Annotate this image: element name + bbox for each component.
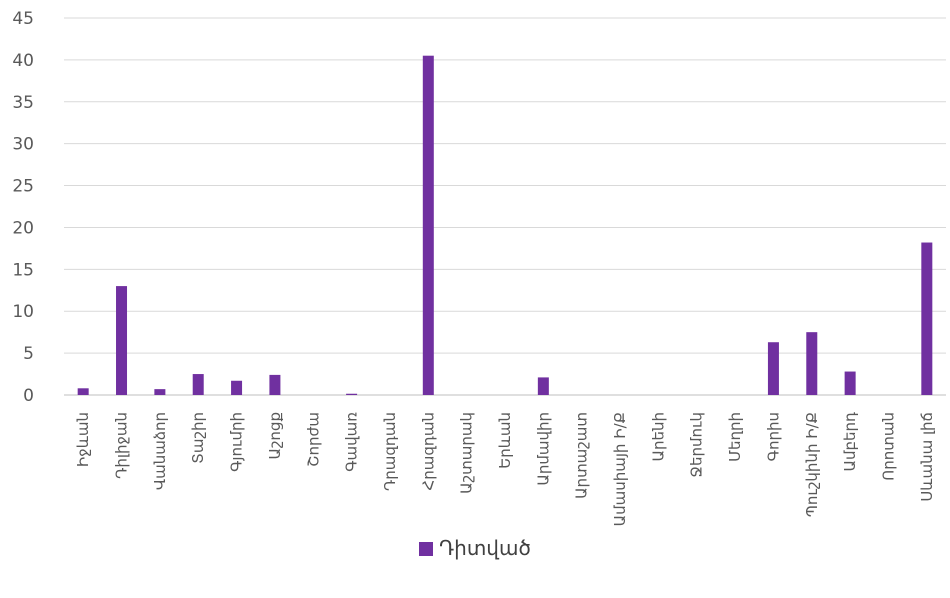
x-tick-label: Վանաձոր [151,412,169,490]
bar [192,374,204,395]
x-tick-label: Հրազդան [419,412,437,490]
bar [154,389,166,395]
x-tick-label: Դրազդան [381,412,399,491]
y-tick-label: 45 [12,9,34,29]
x-tick-label: Ամբերդ [841,412,859,472]
x-tick-label: Ջերմուկ [688,412,706,478]
x-tick-label: Պուշկինի Ի/Ք [803,412,821,517]
y-tick-label: 40 [12,51,34,71]
x-tick-label: Գորիս [764,412,782,461]
x-tick-label: Արենի [649,412,667,462]
y-tick-label: 5 [23,344,34,364]
x-tick-label: Դիլիջան [113,412,131,479]
bar [116,286,128,395]
legend-label: Դիտված [439,536,531,560]
x-tick-label: Որոտան [879,412,897,481]
x-tick-label: Շորժա [304,412,322,467]
x-tick-label: Արտաշատ [573,412,591,499]
bar [537,377,549,395]
bar [269,374,281,395]
bar [806,332,818,395]
x-tick-label: Աշոցք [266,412,284,460]
x-tick-label: Ամասիայի Ի/Ք [611,412,629,526]
y-tick-label: 20 [12,218,34,238]
x-tick-label: Սևանա լիճ [918,412,936,502]
legend: Դիտված [0,536,950,560]
x-tick-label: Երևան [496,412,514,469]
y-tick-label: 25 [12,177,34,197]
y-tick-label: 35 [12,93,34,113]
bars [77,55,933,395]
y-tick-label: 10 [12,302,34,322]
y-axis-tick-labels: 0 5 10 15 20 25 30 35 40 45 [12,9,34,406]
x-tick-label: Տաշիր [189,412,207,464]
bar [346,393,358,395]
bar [422,55,434,395]
legend-swatch [419,542,434,556]
bar [921,242,933,395]
y-tick-label: 15 [12,260,34,280]
y-tick-label: 0 [23,386,34,406]
x-axis-tick-labels: Իջևան Դիլիջան Վանաձոր Տաշիր Գյումրի Աշոցք Շորժ… [74,412,936,527]
x-tick-label: Արմավիր [534,412,552,486]
bar [767,342,779,395]
x-tick-label: Մեղրի [726,412,744,462]
bar [77,388,89,395]
gridlines [64,17,946,396]
bar [231,380,243,395]
x-tick-label: Իջևան [74,412,92,467]
x-tick-label: Գյումրի [228,412,246,472]
x-tick-label: Գավառ [343,412,361,472]
y-tick-label: 30 [12,135,34,155]
x-tick-label: Աշտարակ [458,412,476,494]
bar [844,371,856,395]
